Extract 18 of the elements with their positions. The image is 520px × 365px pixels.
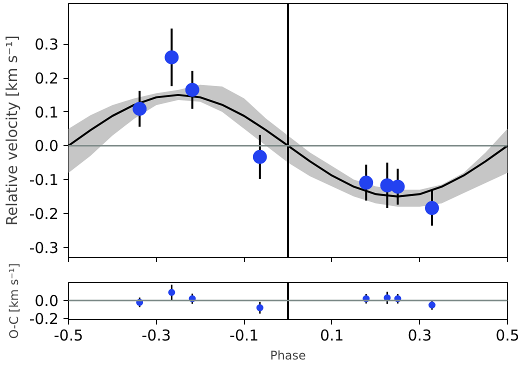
x-tick-label: -0.3 [142,326,171,344]
y-tick-label: -0.3 [29,238,59,257]
y-tick-label: 0.1 [34,103,59,122]
x-axis-title: Phase [270,348,306,362]
x-tick-label: 0.1 [320,326,344,344]
y-axis-title: O-C [km s⁻¹] [7,263,22,339]
y-tick-label: -0.2 [29,204,59,223]
y-tick-label: 0.0 [34,292,59,310]
y-tick-label: -0.1 [29,171,59,190]
y-tick-label: 0.3 [34,36,59,54]
y-tick-label: 0.0 [34,137,59,156]
x-tick-label: 0.5 [496,326,520,344]
y-tick-label: 0.2 [34,70,59,88]
x-tick-label: 0.3 [408,326,432,344]
y-axis-title: Relative velocity [km s⁻¹] [3,35,22,226]
x-tick-label: -0.5 [54,326,84,344]
y-tick-label: -0.2 [29,310,59,328]
x-tick-label: -0.1 [229,326,259,344]
